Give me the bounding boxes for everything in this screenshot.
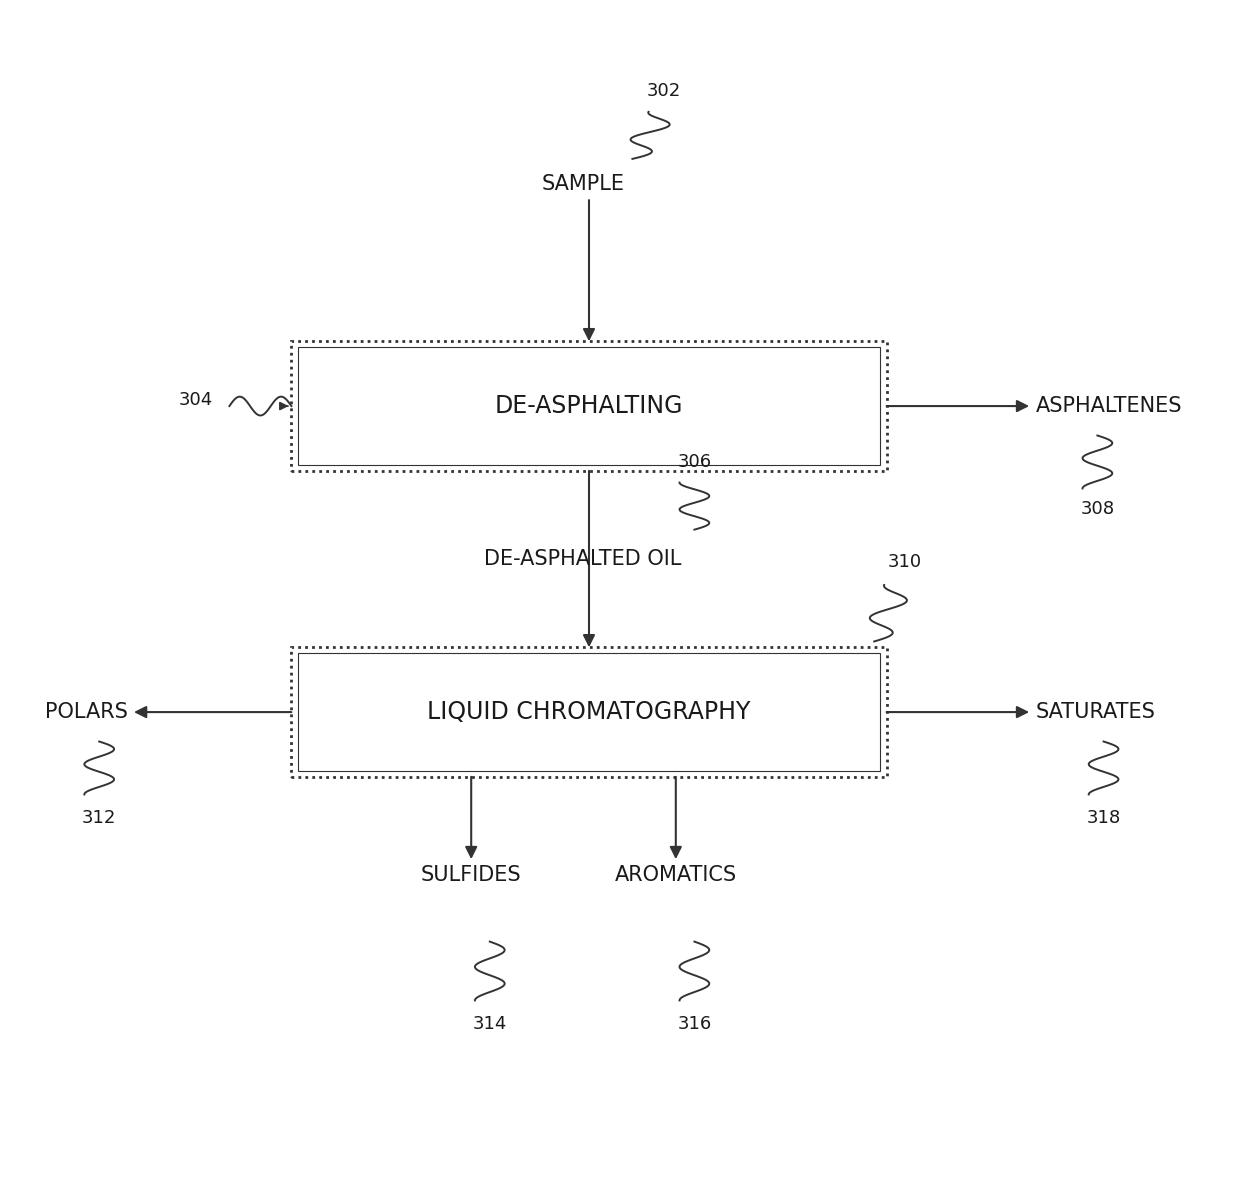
Text: 316: 316 bbox=[677, 1015, 712, 1032]
Bar bbox=[291, 647, 887, 777]
Text: 306: 306 bbox=[677, 453, 712, 471]
Text: SAMPLE: SAMPLE bbox=[542, 174, 624, 194]
Text: ASPHALTENES: ASPHALTENES bbox=[1035, 397, 1182, 415]
Bar bbox=[291, 341, 887, 471]
Bar bbox=[298, 653, 880, 771]
Text: POLARS: POLARS bbox=[45, 703, 128, 722]
Bar bbox=[298, 347, 880, 465]
Text: 304: 304 bbox=[179, 391, 213, 410]
Text: LIQUID CHROMATOGRAPHY: LIQUID CHROMATOGRAPHY bbox=[428, 700, 750, 724]
Text: 308: 308 bbox=[1080, 500, 1115, 518]
Text: 314: 314 bbox=[472, 1015, 507, 1032]
Text: 312: 312 bbox=[82, 809, 117, 826]
Text: 302: 302 bbox=[646, 82, 681, 100]
Text: DE-ASPHALTING: DE-ASPHALTING bbox=[495, 394, 683, 418]
Text: 310: 310 bbox=[888, 553, 923, 571]
Text: DE-ASPHALTED OIL: DE-ASPHALTED OIL bbox=[484, 550, 682, 568]
Text: SATURATES: SATURATES bbox=[1035, 703, 1156, 722]
Text: AROMATICS: AROMATICS bbox=[615, 865, 737, 885]
Text: 318: 318 bbox=[1086, 809, 1121, 826]
Text: SULFIDES: SULFIDES bbox=[420, 865, 522, 885]
